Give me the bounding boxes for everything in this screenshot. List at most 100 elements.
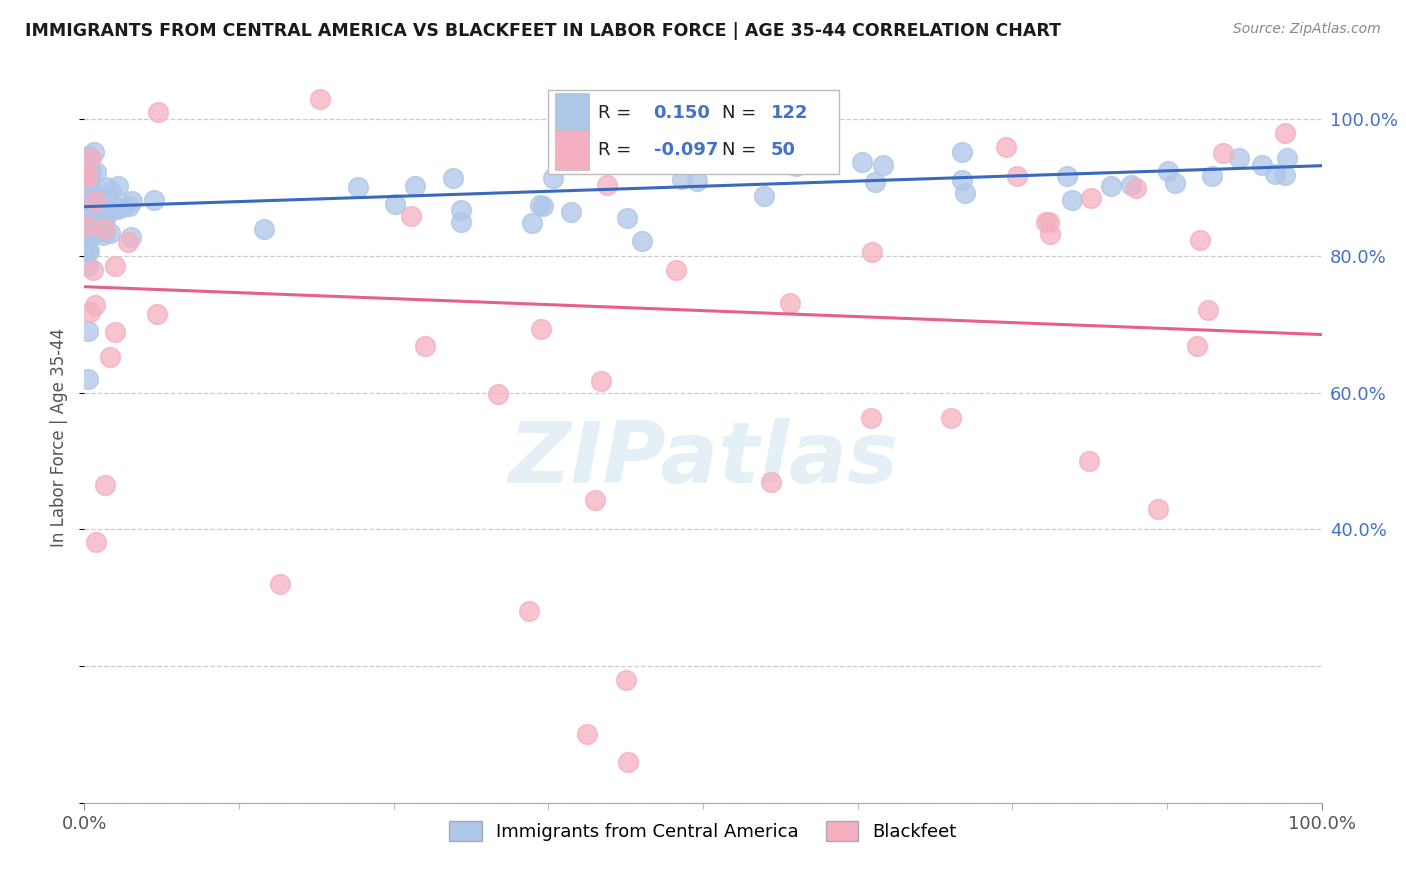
Point [1264, 167, 1286, 181]
Point [98, 350, 121, 364]
Point [1274, 168, 1296, 182]
Point [107, 179, 129, 194]
Point [1212, 146, 1234, 161]
Point [142, 193, 165, 207]
Point [73, 244, 96, 258]
Text: ZIPatlas: ZIPatlas [508, 417, 898, 500]
Point [73, 220, 96, 235]
Point [82, 221, 104, 235]
Point [450, 202, 472, 217]
Point [486, 386, 509, 401]
Point [450, 214, 472, 228]
Point [859, 410, 882, 425]
Point [530, 322, 553, 336]
Text: N =: N = [721, 104, 756, 122]
Point [851, 155, 873, 169]
Point [100, 184, 122, 198]
Point [75, 198, 97, 212]
Text: 50: 50 [770, 141, 796, 159]
Point [105, 202, 128, 217]
Point [79, 304, 101, 318]
Point [76, 178, 98, 192]
Point [84, 165, 107, 179]
Point [785, 159, 807, 173]
Point [1197, 303, 1219, 318]
Point [80, 204, 103, 219]
Point [1035, 215, 1057, 229]
Point [73, 214, 96, 228]
Text: 0.150: 0.150 [654, 104, 710, 122]
Point [1227, 152, 1250, 166]
Point [75, 211, 97, 226]
Point [384, 196, 406, 211]
Point [560, 205, 582, 219]
Point [117, 235, 139, 249]
Point [84, 298, 107, 312]
Point [77, 242, 100, 256]
Point [543, 171, 565, 186]
Point [76, 204, 98, 219]
Legend: Immigrants from Central America, Blackfeet: Immigrants from Central America, Blackfe… [441, 814, 965, 848]
Point [77, 169, 100, 184]
Point [97, 189, 120, 203]
Text: Source: ZipAtlas.com: Source: ZipAtlas.com [1233, 22, 1381, 37]
Point [82, 187, 104, 202]
Point [86, 535, 108, 549]
Point [413, 339, 436, 353]
Point [73, 202, 96, 216]
Point [77, 190, 100, 204]
Point [75, 202, 97, 216]
Point [87, 192, 110, 206]
Point [399, 209, 422, 223]
Point [77, 372, 100, 386]
Point [73, 212, 96, 227]
Point [75, 167, 97, 181]
Point [73, 205, 96, 219]
Point [77, 217, 100, 231]
Point [104, 201, 127, 215]
Point [82, 262, 104, 277]
Point [950, 173, 973, 187]
Text: R =: R = [598, 141, 631, 159]
Point [1099, 179, 1122, 194]
Point [76, 196, 98, 211]
Point [1277, 151, 1299, 165]
Point [77, 177, 100, 191]
Point [73, 214, 96, 228]
Point [86, 209, 108, 223]
Point [73, 211, 96, 225]
Point [1062, 194, 1084, 208]
Point [631, 234, 654, 248]
Point [1274, 126, 1296, 140]
Point [82, 195, 104, 210]
Point [73, 161, 96, 176]
Point [617, 755, 640, 769]
Point [872, 158, 894, 172]
Y-axis label: In Labor Force | Age 35-44: In Labor Force | Age 35-44 [51, 327, 69, 547]
Point [671, 171, 693, 186]
Text: IMMIGRANTS FROM CENTRAL AMERICA VS BLACKFEET IN LABOR FORCE | AGE 35-44 CORRELAT: IMMIGRANTS FROM CENTRAL AMERICA VS BLACK… [25, 22, 1062, 40]
Point [75, 194, 97, 208]
FancyBboxPatch shape [548, 90, 839, 174]
Point [120, 229, 142, 244]
Point [73, 202, 96, 216]
Point [77, 149, 100, 163]
Point [76, 259, 98, 273]
Point [73, 189, 96, 203]
Point [77, 324, 100, 338]
Point [73, 185, 96, 199]
Point [79, 198, 101, 212]
Point [75, 188, 97, 202]
Point [1164, 176, 1187, 190]
Point [146, 307, 169, 321]
Point [98, 227, 121, 241]
Point [1039, 227, 1062, 241]
Point [111, 200, 134, 214]
Point [73, 201, 96, 215]
Point [1185, 339, 1208, 353]
Point [94, 225, 117, 239]
Point [73, 212, 96, 227]
Point [1157, 164, 1180, 178]
Point [596, 178, 619, 192]
Point [529, 198, 551, 212]
